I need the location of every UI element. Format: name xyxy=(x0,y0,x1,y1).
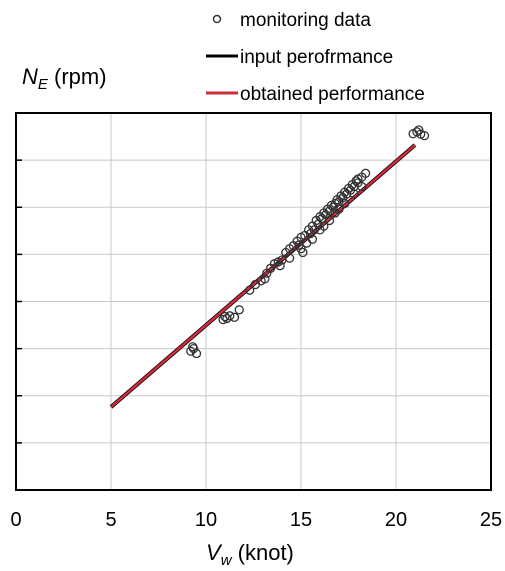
data-point xyxy=(298,247,308,258)
series-lines xyxy=(109,143,417,409)
legend-label-obtained-performance: obtained performance xyxy=(240,84,425,105)
x-tick-label: 15 xyxy=(290,509,312,531)
y-axis-symbol: N xyxy=(22,64,38,89)
data-point xyxy=(357,181,367,192)
x-axis-title: Vw (knot) xyxy=(206,540,294,569)
legend-marker-open-circle xyxy=(212,14,222,24)
data-point xyxy=(225,311,235,321)
legend-item-obtained-performance: obtained performance xyxy=(206,84,425,105)
data-point xyxy=(220,311,230,322)
x-tick-label: 25 xyxy=(480,509,502,531)
obtained-performance-line xyxy=(110,144,416,409)
y-axis-unit: (rpm) xyxy=(48,64,107,89)
x-tick-label: 5 xyxy=(105,509,116,531)
data-point xyxy=(275,261,285,271)
data-point xyxy=(315,225,325,235)
legend-label-monitoring-data: monitoring data xyxy=(240,10,371,31)
y-axis-subscript: E xyxy=(38,76,49,93)
legend-label-input-performance: input perofrmance xyxy=(240,47,393,68)
data-point xyxy=(414,125,424,135)
legend-item-monitoring-data: monitoring data xyxy=(212,10,371,31)
data-point xyxy=(340,198,350,209)
data-point xyxy=(260,274,270,284)
data-point xyxy=(229,312,240,322)
legend: monitoring data input perofrmance obtain… xyxy=(206,10,425,105)
scatter-points xyxy=(186,125,430,359)
data-point xyxy=(307,234,318,244)
x-axis-symbol: V xyxy=(206,540,223,565)
data-point xyxy=(284,253,295,263)
data-point xyxy=(419,130,430,141)
x-axis-subscript: w xyxy=(221,552,233,569)
legend-item-input-performance: input perofrmance xyxy=(206,47,393,68)
data-point xyxy=(294,240,304,250)
x-tick-label: 0 xyxy=(10,509,21,531)
x-tick-label: 20 xyxy=(385,509,407,531)
data-point xyxy=(245,285,255,295)
plot-frame xyxy=(15,112,492,491)
data-point xyxy=(360,168,371,178)
data-point xyxy=(324,215,335,226)
grid xyxy=(16,113,491,490)
data-point xyxy=(349,189,359,199)
data-point xyxy=(353,174,363,184)
data-point xyxy=(334,204,344,214)
x-axis-unit: (knot) xyxy=(232,540,294,565)
data-point xyxy=(188,342,198,352)
data-point xyxy=(191,348,202,359)
x-tick-labels: 0 5 10 15 20 25 xyxy=(10,509,502,531)
data-point xyxy=(186,346,196,356)
y-axis-title: NE (rpm) xyxy=(22,64,107,93)
x-tick-label: 10 xyxy=(195,509,217,531)
data-point xyxy=(234,305,244,315)
